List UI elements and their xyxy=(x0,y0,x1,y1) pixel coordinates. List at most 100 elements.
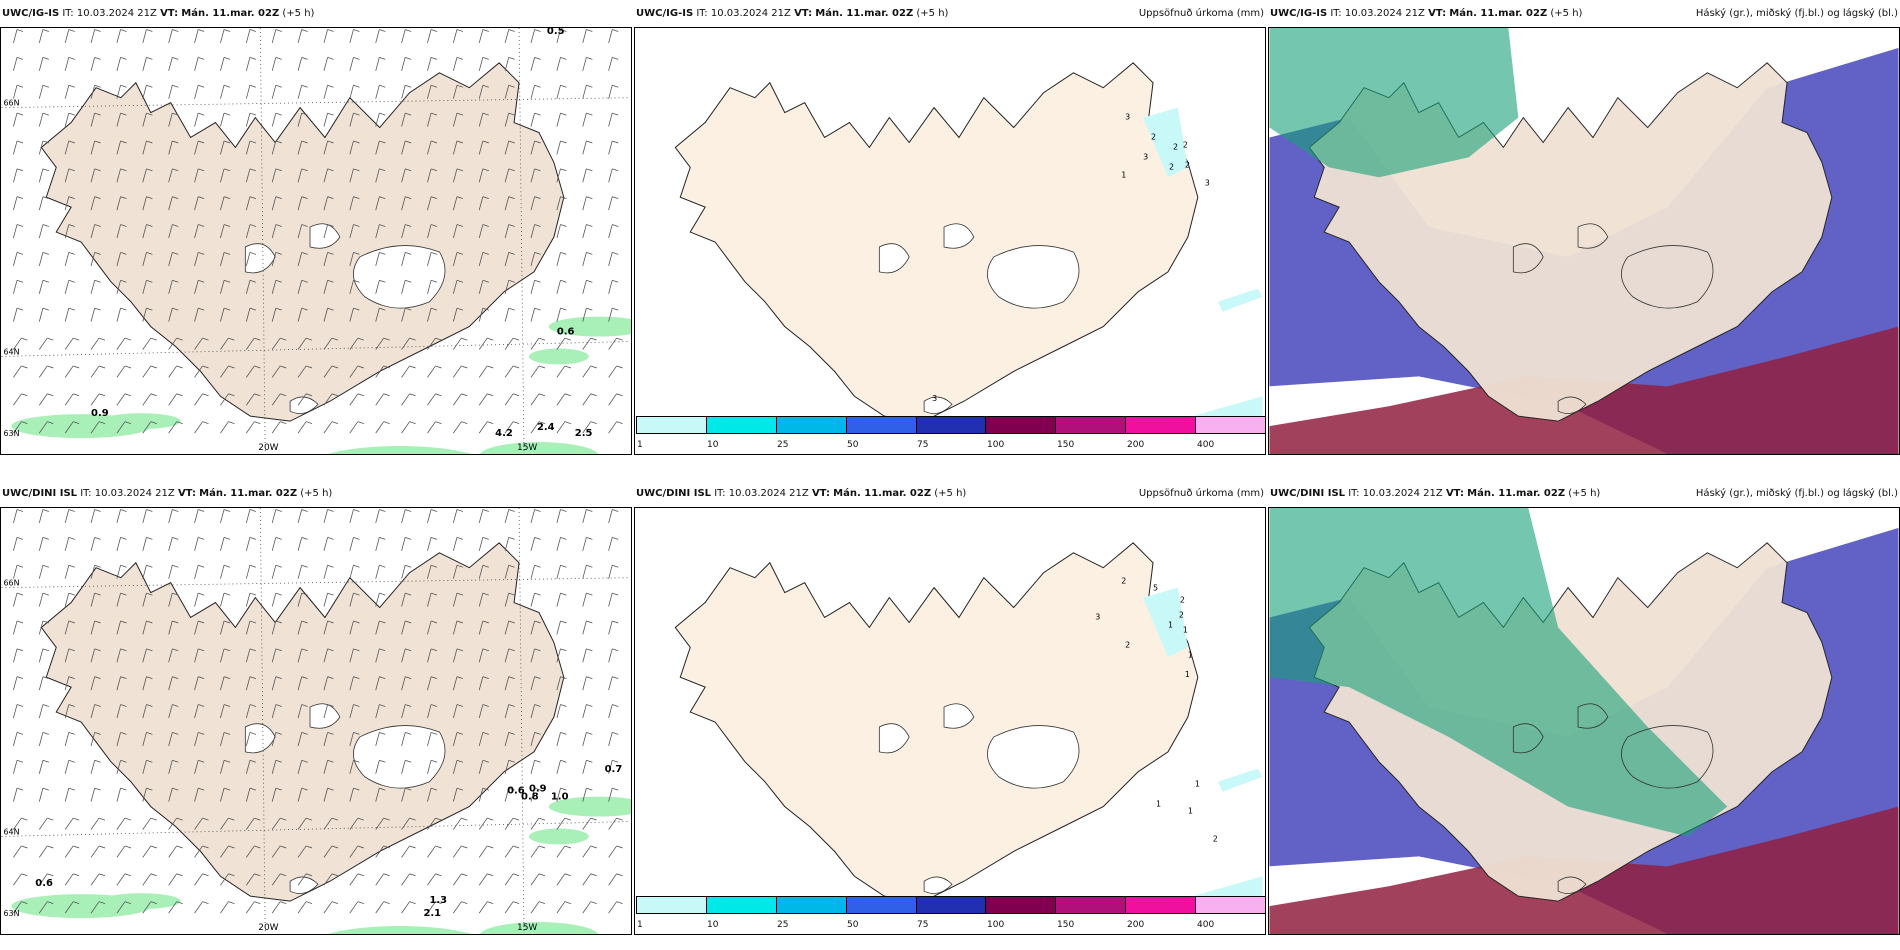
wind-barb xyxy=(116,536,127,551)
wind-barb xyxy=(504,901,520,914)
wind-barb xyxy=(271,648,282,663)
wind-barb xyxy=(323,252,334,266)
wind-barb xyxy=(13,620,24,635)
wind-value: 0.5 xyxy=(547,28,565,37)
wind-barb xyxy=(478,56,489,71)
wind-map[interactable]: 20W 15W 66N 64N 63N 0.5 0.6 0.9 4.2 2.4 2.5 xyxy=(0,27,632,455)
wind-barb xyxy=(349,196,360,211)
wind-barb xyxy=(427,817,442,830)
wind-barb xyxy=(116,845,132,858)
colorbar-swatch xyxy=(637,897,707,913)
wind-barb xyxy=(271,536,282,551)
wind-barb xyxy=(375,224,386,239)
wind-barb xyxy=(64,704,75,719)
wind-barb xyxy=(453,901,468,914)
wind-barb xyxy=(349,732,360,746)
wind-barb xyxy=(530,224,541,239)
wind-barb xyxy=(142,901,157,914)
wind-barb xyxy=(90,337,106,350)
wind-barb xyxy=(245,536,257,551)
longitude-line xyxy=(518,508,525,934)
wind-barb xyxy=(116,337,132,350)
wind-barb xyxy=(504,592,515,607)
cloud-map[interactable] xyxy=(1268,27,1900,455)
wind-barb xyxy=(38,676,50,691)
colorbar-swatch xyxy=(1126,417,1197,433)
wind-barb xyxy=(608,759,619,774)
wind-barb xyxy=(427,536,438,551)
wind-barb xyxy=(452,252,464,266)
wind-barb xyxy=(297,704,308,719)
wind-barb xyxy=(452,140,464,155)
wind-barb xyxy=(608,307,619,322)
colorbar-swatch xyxy=(776,417,847,433)
wind-barb xyxy=(349,252,360,266)
wind-barb xyxy=(245,704,257,719)
wind-barb xyxy=(64,787,75,802)
wind-barb xyxy=(556,337,571,350)
wind-barb xyxy=(478,704,489,719)
precip-map[interactable]: 2 5 2 2 1 1 3 2 1 1 1 1 1 2 1 10 25 50 75 100 150 200 400 xyxy=(634,507,1266,935)
wind-barb xyxy=(220,224,231,239)
wind-barb xyxy=(323,307,334,322)
wind-barb xyxy=(556,704,567,719)
wind-barb xyxy=(401,873,416,886)
wind-barb xyxy=(220,56,231,71)
wind-barb xyxy=(142,29,153,44)
wind-barb xyxy=(64,536,75,551)
wind-barb xyxy=(608,56,619,71)
wind-barb xyxy=(582,732,593,746)
cloud-map[interactable] xyxy=(1268,507,1900,935)
precip-area xyxy=(479,442,599,454)
wind-barb xyxy=(194,509,205,524)
wind-barb xyxy=(245,252,257,266)
colorbar-label: 50 xyxy=(847,440,859,450)
wind-barb xyxy=(530,901,546,914)
colorbar-label: 75 xyxy=(917,440,929,450)
wind-barb xyxy=(478,817,494,830)
wind-barb xyxy=(375,84,386,99)
wind-barb xyxy=(530,196,541,211)
wind-barb xyxy=(64,845,80,858)
wind-barb xyxy=(168,620,179,635)
wind-barb xyxy=(504,29,515,44)
wind-barb xyxy=(375,56,386,71)
wind-barb xyxy=(220,845,235,858)
wind-barb xyxy=(90,817,106,830)
wind-barb xyxy=(168,112,179,127)
wind-barb xyxy=(582,140,593,155)
wind-barb xyxy=(349,817,364,830)
wind-barb xyxy=(194,845,209,858)
panel-title: Háský (gr.), miðský (fj.bl.) og lágský (… xyxy=(1695,8,1898,19)
wind-barb xyxy=(478,252,489,266)
longitude-line xyxy=(259,28,266,454)
wind-barb xyxy=(323,29,334,44)
wind-barb xyxy=(401,509,412,524)
wind-barb xyxy=(608,648,619,663)
wind-map[interactable]: 20W 15W 66N 64N 63N 0.7 0.6 0.8 0.9 1.0 0.6 1.3 2.1 xyxy=(0,507,632,935)
wind-value: 0.6 xyxy=(507,786,525,797)
wind-barb xyxy=(401,29,412,44)
wind-barb xyxy=(90,592,101,607)
wind-barb xyxy=(323,592,334,607)
precip-area xyxy=(548,796,631,817)
wind-barb xyxy=(297,592,308,607)
wind-barb xyxy=(168,307,179,322)
glacier xyxy=(923,396,953,414)
wind-barb xyxy=(452,732,464,746)
wind-barb xyxy=(38,140,50,155)
wind-barb xyxy=(427,29,438,44)
wind-barb xyxy=(116,393,132,406)
precip-area xyxy=(101,893,181,910)
wind-barb xyxy=(38,732,50,746)
wind-barb xyxy=(90,56,101,71)
precip-area xyxy=(529,828,589,845)
wind-barb xyxy=(194,112,205,127)
colorbar-label: 200 xyxy=(1127,440,1145,450)
wind-barb xyxy=(168,901,183,914)
wind-barb xyxy=(38,759,50,774)
precip-map[interactable]: 32322212334110255075100150200400 xyxy=(634,27,1266,455)
wind-barb xyxy=(271,29,282,44)
wind-barb xyxy=(375,676,386,691)
precip-area xyxy=(1217,768,1263,792)
